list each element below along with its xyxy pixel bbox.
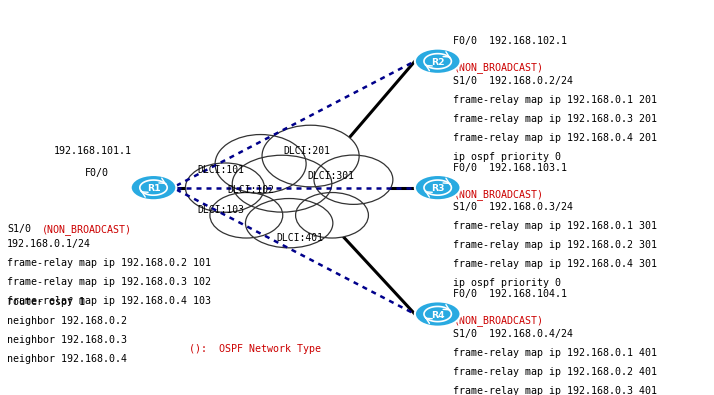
Text: ():  OSPF Network Type: (): OSPF Network Type	[189, 344, 321, 354]
Ellipse shape	[246, 199, 333, 248]
Text: (NON_BROADCAST): (NON_BROADCAST)	[453, 189, 543, 200]
Text: S1/0: S1/0	[7, 224, 31, 234]
Circle shape	[415, 49, 461, 74]
Ellipse shape	[296, 192, 368, 238]
Ellipse shape	[262, 125, 359, 187]
Text: DLCI:101: DLCI:101	[198, 165, 245, 175]
Text: ip ospf priority 0: ip ospf priority 0	[453, 278, 561, 288]
Text: DLCI:103: DLCI:103	[198, 205, 245, 215]
Text: F0/0  192.168.103.1: F0/0 192.168.103.1	[453, 163, 568, 173]
Text: 192.168.0.1/24: 192.168.0.1/24	[7, 239, 91, 249]
Text: neighbor 192.168.0.2: neighbor 192.168.0.2	[7, 316, 127, 326]
Text: neighbor 192.168.0.4: neighbor 192.168.0.4	[7, 354, 127, 364]
Text: frame-relay map ip 192.168.0.2 301: frame-relay map ip 192.168.0.2 301	[453, 240, 658, 250]
Text: (NON_BROADCAST): (NON_BROADCAST)	[41, 224, 131, 235]
Text: frame-relay map ip 192.168.0.2 101: frame-relay map ip 192.168.0.2 101	[7, 258, 211, 268]
Text: frame-relay map ip 192.168.0.3 102: frame-relay map ip 192.168.0.3 102	[7, 277, 211, 287]
Text: DLCI:102: DLCI:102	[228, 184, 275, 195]
Circle shape	[131, 175, 176, 200]
Text: frame-relay map ip 192.168.0.2 401: frame-relay map ip 192.168.0.2 401	[453, 367, 658, 376]
Ellipse shape	[186, 163, 264, 212]
Text: frame-relay map ip 192.168.0.3 201: frame-relay map ip 192.168.0.3 201	[453, 114, 658, 124]
Text: DLCI:401: DLCI:401	[276, 233, 323, 243]
Text: neighbor 192.168.0.3: neighbor 192.168.0.3	[7, 335, 127, 345]
Text: DLCI:301: DLCI:301	[307, 171, 354, 181]
Text: R1: R1	[146, 184, 161, 193]
Text: R4: R4	[431, 310, 445, 320]
Text: S1/0  192.168.0.3/24: S1/0 192.168.0.3/24	[453, 202, 573, 212]
Circle shape	[415, 175, 461, 200]
Text: F0/0: F0/0	[85, 168, 109, 178]
Text: R3: R3	[431, 184, 444, 193]
Ellipse shape	[232, 155, 332, 212]
Text: frame-relay map ip 192.168.0.4 103: frame-relay map ip 192.168.0.4 103	[7, 296, 211, 306]
Text: 192.168.101.1: 192.168.101.1	[54, 146, 131, 156]
Text: F0/0  192.168.102.1: F0/0 192.168.102.1	[453, 36, 568, 47]
Text: router ospf 1: router ospf 1	[7, 297, 85, 307]
Circle shape	[415, 301, 461, 327]
Text: frame-relay map ip 192.168.0.1 201: frame-relay map ip 192.168.0.1 201	[453, 95, 658, 105]
Text: frame-relay map ip 192.168.0.4 201: frame-relay map ip 192.168.0.4 201	[453, 133, 658, 143]
Ellipse shape	[215, 135, 306, 193]
Text: frame-relay map ip 192.168.0.1 301: frame-relay map ip 192.168.0.1 301	[453, 221, 658, 231]
Text: (NON_BROADCAST): (NON_BROADCAST)	[453, 62, 543, 73]
Ellipse shape	[210, 192, 283, 238]
Text: F0/0  192.168.104.1: F0/0 192.168.104.1	[453, 289, 568, 299]
Text: ip ospf priority 0: ip ospf priority 0	[453, 152, 561, 162]
Ellipse shape	[314, 155, 393, 204]
Text: DLCI:201: DLCI:201	[283, 146, 331, 156]
Text: S1/0  192.168.0.4/24: S1/0 192.168.0.4/24	[453, 329, 573, 339]
Text: frame-relay map ip 192.168.0.3 401: frame-relay map ip 192.168.0.3 401	[453, 386, 658, 395]
Text: frame-relay map ip 192.168.0.1 401: frame-relay map ip 192.168.0.1 401	[453, 348, 658, 357]
Text: S1/0  192.168.0.2/24: S1/0 192.168.0.2/24	[453, 76, 573, 86]
Text: frame-relay map ip 192.168.0.4 301: frame-relay map ip 192.168.0.4 301	[453, 259, 658, 269]
Text: (NON_BROADCAST): (NON_BROADCAST)	[453, 315, 543, 326]
Text: R2: R2	[431, 58, 444, 67]
